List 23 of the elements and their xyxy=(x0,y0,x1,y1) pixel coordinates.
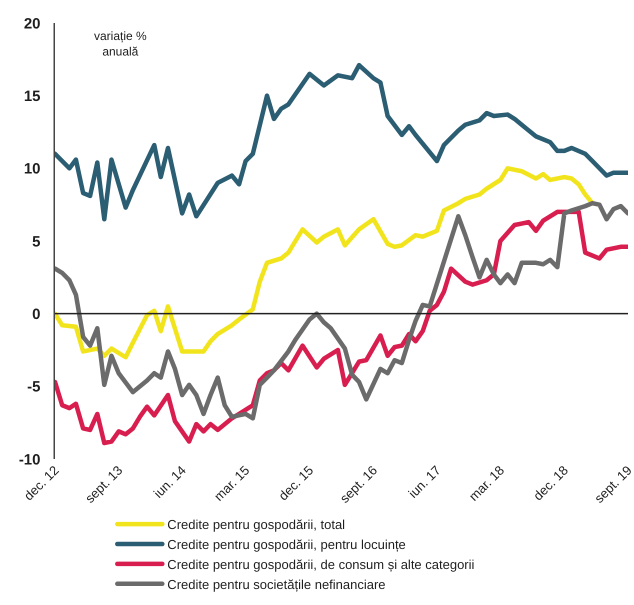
x-tick-label: sept. 16 xyxy=(336,462,380,506)
x-tick-label: sept. 19 xyxy=(591,462,634,506)
y-tick-label: 5 xyxy=(32,233,40,250)
x-tick-label: dec. 15 xyxy=(275,462,316,504)
x-tick-label: dec. 18 xyxy=(530,462,572,504)
y-tick-label: -5 xyxy=(27,378,40,396)
x-tick-label: iun. 14 xyxy=(150,462,189,501)
x-tick-label: mar. 15 xyxy=(211,462,252,504)
y-tick-label: 15 xyxy=(24,88,40,105)
y-tick-label: -10 xyxy=(18,451,40,468)
x-tick-label: sept. 13 xyxy=(82,462,126,506)
y-axis-title: variație % anuală xyxy=(94,29,148,59)
legend-label: Credite pentru gospodării, de consum și alte categorii xyxy=(167,556,475,572)
x-tick-label: iun. 17 xyxy=(405,462,444,501)
line-series xyxy=(55,166,595,360)
legend-label: Credite pentru gospodării, pentru locuințe xyxy=(167,537,406,552)
legend-label: Credite pentru societățile nefinanciare xyxy=(167,576,386,592)
y-tick-label: 10 xyxy=(24,160,40,178)
y-tick-label: 20 xyxy=(24,15,40,32)
y-tick-label: 0 xyxy=(32,306,40,323)
x-tick-label: mar. 18 xyxy=(466,462,508,504)
legend-label: Credite pentru gospodării, total xyxy=(167,517,346,532)
line-series xyxy=(55,62,628,222)
